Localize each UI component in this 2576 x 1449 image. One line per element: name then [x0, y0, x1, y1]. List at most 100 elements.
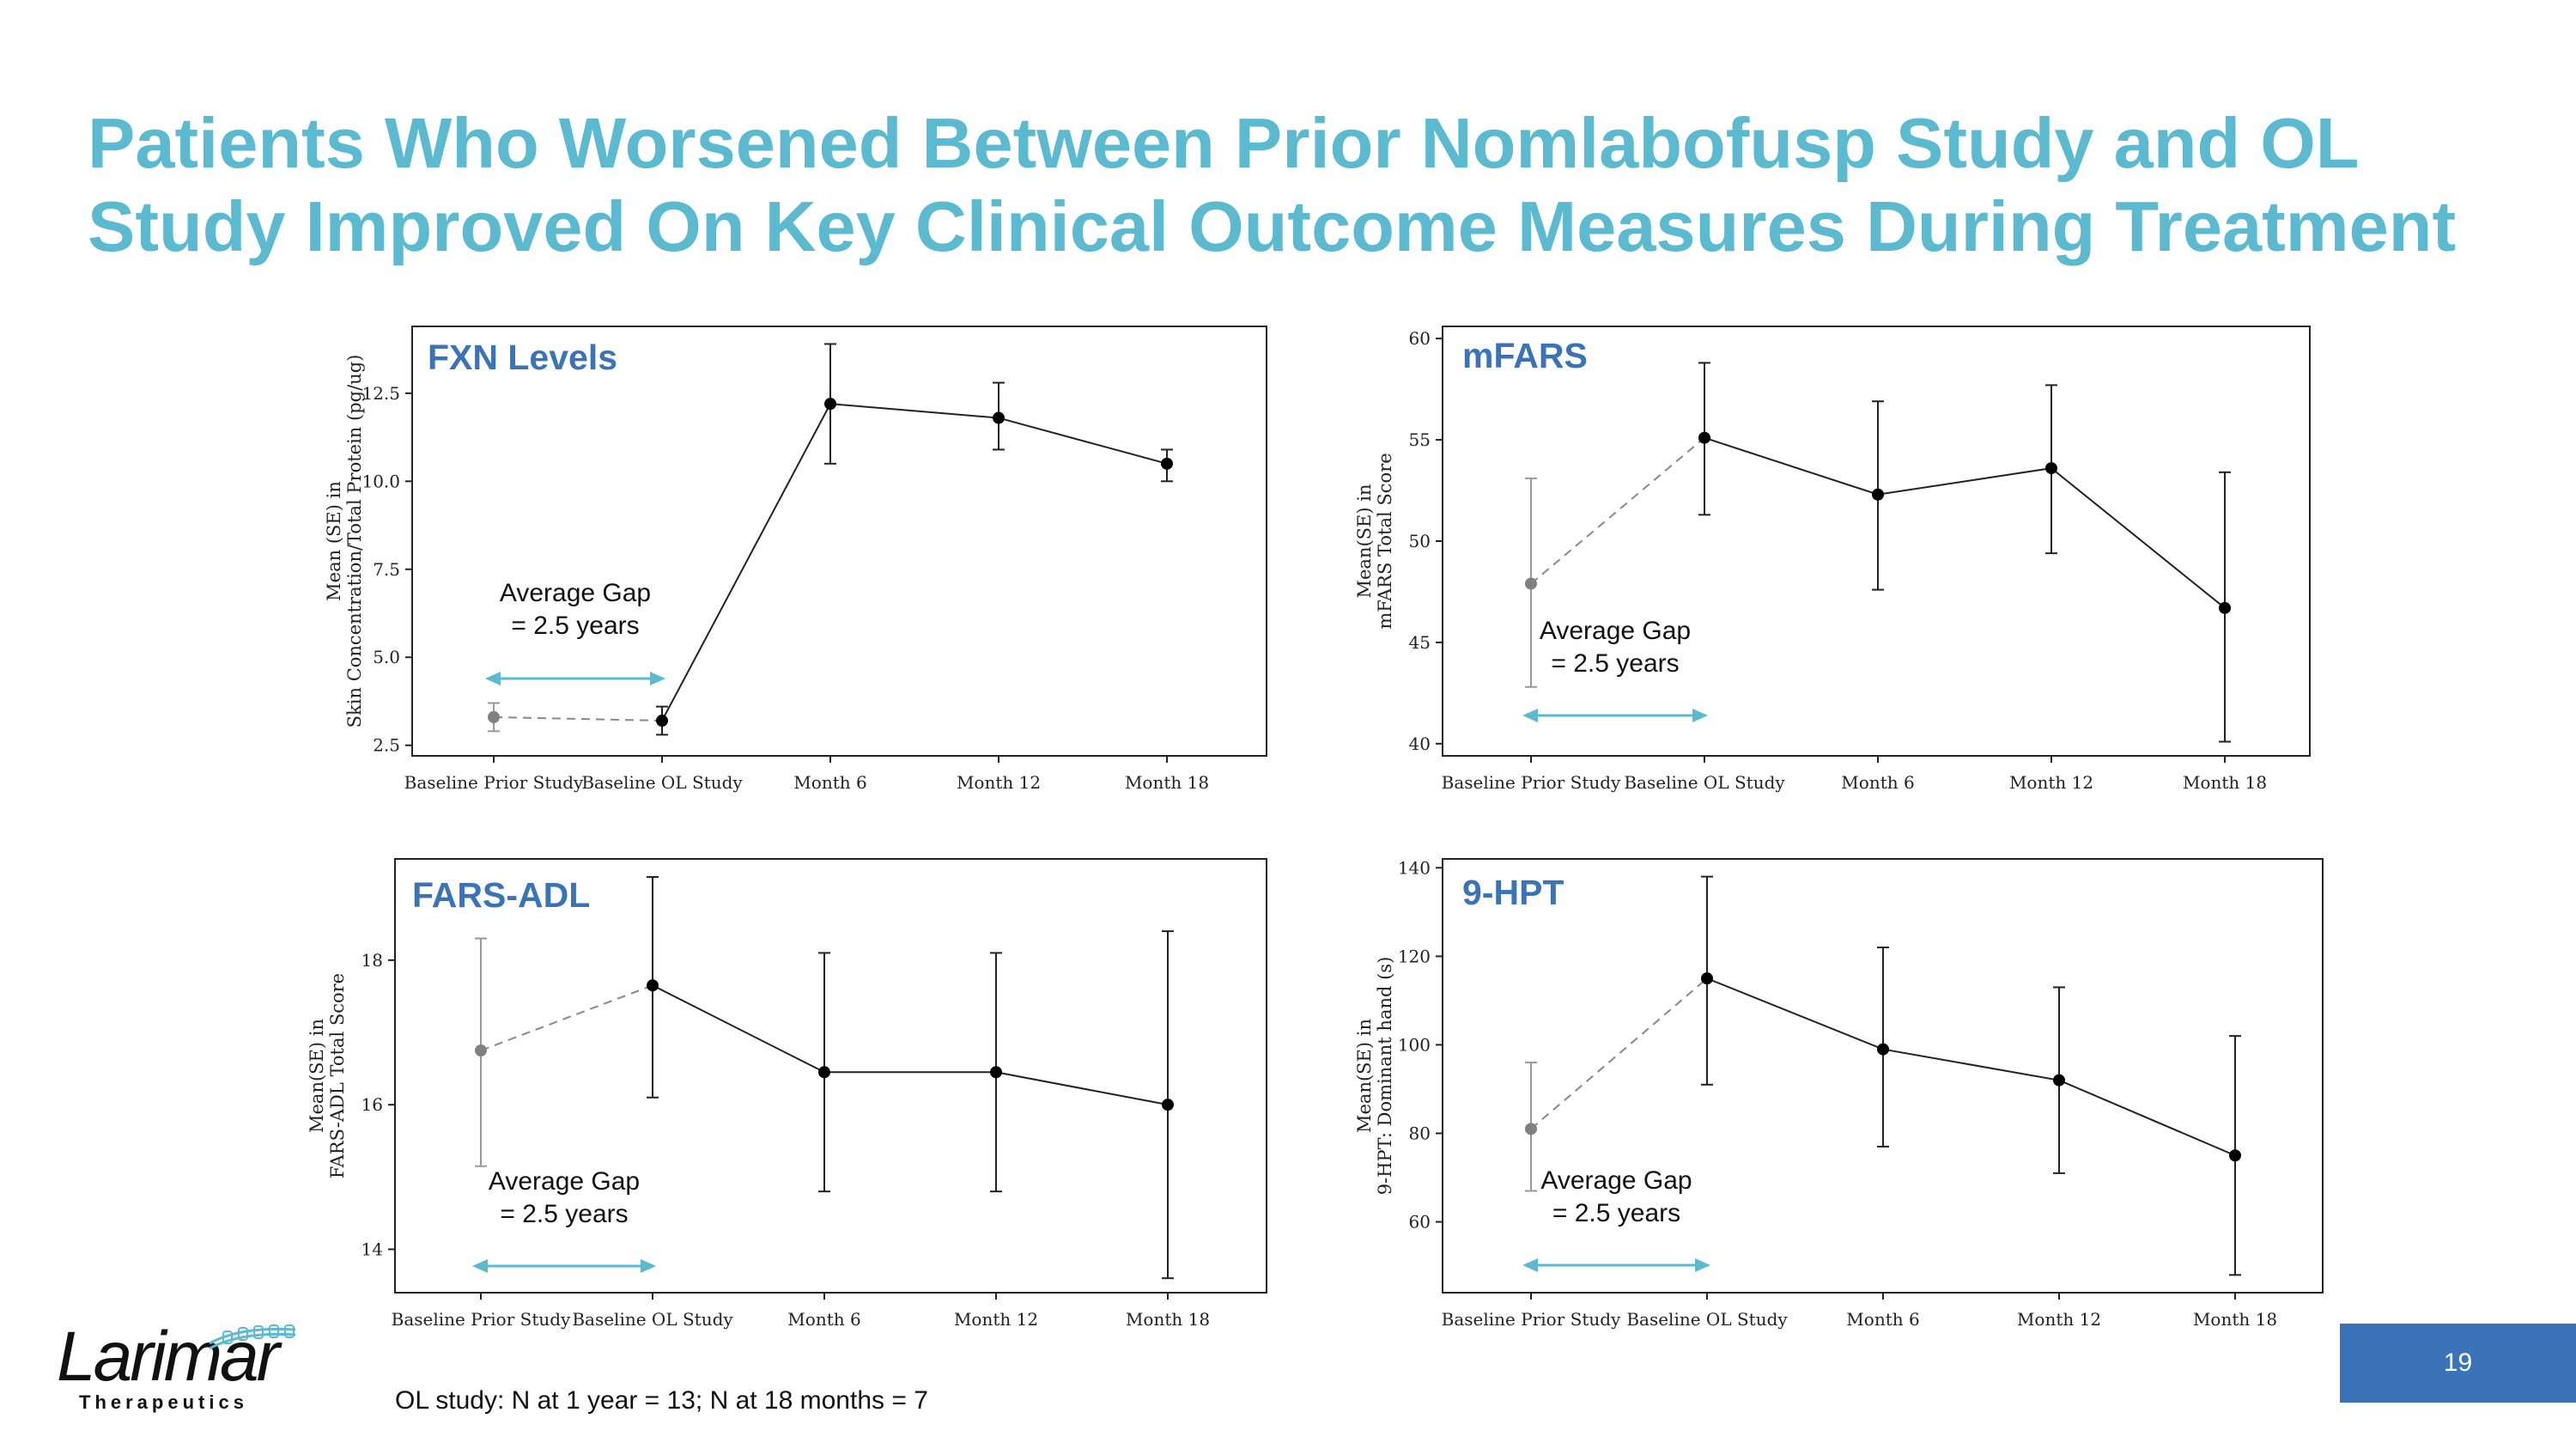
y-axis-label-line: Mean(SE) in: [307, 1019, 327, 1133]
gap-arrow-right-head-icon: [1692, 709, 1708, 722]
gap-arrow-left-head-icon: [485, 672, 501, 685]
gap-label-line1: Average Gap: [489, 1167, 640, 1196]
footnote: OL study: N at 1 year = 13; N at 18 mont…: [395, 1386, 928, 1415]
y-tick-label: 12.5: [361, 383, 400, 404]
x-tick-label: Baseline Prior Study: [1442, 1309, 1621, 1330]
gap-label-line1: Average Gap: [1540, 1166, 1692, 1195]
y-tick-label: 55: [1409, 429, 1431, 450]
x-tick-label: Baseline Prior Study: [404, 772, 584, 793]
panel-title: FARS-ADL: [412, 875, 590, 915]
data-point: [2229, 1149, 2241, 1162]
x-tick-label: Month 6: [1846, 1309, 1919, 1330]
fars-adl-chart: 14 16 18 Baseline Prior Study Baseline OL St…: [307, 858, 1267, 1330]
x-tick-label: Month 12: [954, 1309, 1038, 1330]
y-tick-label: 2.5: [373, 735, 400, 756]
y-tick-label: 7.5: [373, 559, 400, 580]
y-tick-label: 80: [1409, 1123, 1431, 1143]
y-tick-label: 60: [1409, 328, 1431, 349]
y-axis-label-line: Mean(SE) in: [1354, 1019, 1375, 1133]
plot-frame: [1442, 326, 2311, 757]
gap-label-line2: = 2.5 years: [511, 612, 639, 640]
y-tick-label: 18: [361, 950, 383, 971]
logo-chain-mark-icon: [209, 1324, 296, 1350]
gap-arrow-right-head-icon: [641, 1259, 656, 1273]
x-tick-label: Baseline OL Study: [581, 772, 743, 793]
y-axis-label-line: 9-HPT: Dominant hand (s): [1375, 957, 1395, 1196]
data-point: [475, 1044, 487, 1057]
x-tick-label: Month 12: [957, 772, 1041, 793]
prior-to-ol-dashed-line: [493, 715, 663, 722]
plot-frame: [394, 858, 1267, 1294]
page-number: 19: [2443, 1349, 2473, 1377]
gap-label-line1: Average Gap: [1540, 617, 1691, 645]
logo-subtitle: Therapeutics: [79, 1391, 248, 1413]
y-axis-label-line: Mean(SE) in: [1354, 484, 1375, 599]
y-tick-label: 10.0: [361, 471, 400, 491]
gap-arrow-left-head-icon: [1522, 709, 1538, 722]
ol-series-line: [1704, 436, 2226, 609]
x-tick-label: Month 12: [2017, 1309, 2101, 1330]
x-tick-label: Baseline Prior Study: [1442, 772, 1621, 793]
data-point: [488, 710, 500, 723]
y-tick-label: 140: [1398, 857, 1431, 878]
data-point: [1525, 1123, 1537, 1135]
fxn-levels-chart: 2.5 5.0 7.5 10.0 12.5 Baseline Prior StudyBas…: [324, 326, 1267, 793]
data-point: [656, 715, 668, 728]
y-axis-label-line: Skin Concentration/Total Protein (pg/ug): [344, 355, 365, 728]
slide-title-line2: Study Improved On Key Clinical Outcome M…: [88, 186, 2457, 266]
y-tick-label: 5.0: [373, 647, 400, 667]
x-tick-label: Baseline Prior Study: [392, 1309, 571, 1330]
panel-title: mFARS: [1462, 336, 1588, 375]
x-tick-label: Month 18: [2193, 1309, 2277, 1330]
x-tick-label: Month 18: [1125, 772, 1209, 793]
page-number-badge: 19: [2340, 1324, 2576, 1403]
y-axis-label: Mean (SE) inSkin Concentration/Total Pro…: [324, 355, 365, 728]
y-axis-label-line: FARS-ADL Total Score: [327, 973, 348, 1178]
ol-series-line: [661, 403, 1168, 721]
y-tick-label: 60: [1409, 1212, 1431, 1233]
data-point: [2053, 1074, 2065, 1087]
x-tick-label: Month 18: [2183, 772, 2267, 793]
ol-series-line: [1706, 977, 2236, 1157]
mfars-chart: 40 45 50 55 60 Baseline Prior Study Baseline O…: [1354, 326, 2311, 793]
x-tick-label: Month 18: [1126, 1309, 1210, 1330]
y-axis-label: Mean(SE) in9-HPT: Dominant hand (s): [1354, 957, 1395, 1196]
gap-arrow-left-head-icon: [1522, 1258, 1538, 1272]
data-point: [1877, 1043, 1889, 1056]
x-tick-label: Month 6: [1841, 772, 1914, 793]
gap-arrow-right-head-icon: [1695, 1258, 1710, 1272]
y-tick-label: 100: [1398, 1034, 1431, 1055]
x-tick-label: Baseline OL Study: [1626, 1309, 1788, 1330]
data-point: [1872, 488, 1884, 501]
ol-series-line: [652, 984, 1169, 1106]
data-point: [647, 979, 659, 992]
data-point: [1525, 577, 1537, 590]
data-point: [2219, 601, 2231, 614]
y-axis-label-line: mFARS Total Score: [1375, 453, 1395, 629]
data-point: [1698, 431, 1710, 444]
slide-title-line1: Patients Who Worsened Between Prior Noml…: [88, 103, 2360, 183]
prior-to-ol-dashed-line: [1530, 977, 1708, 1130]
gap-label-line2: = 2.5 years: [1552, 1199, 1680, 1227]
panel-title: FXN Levels: [428, 338, 617, 377]
data-point: [993, 411, 1005, 424]
data-point: [2045, 462, 2057, 475]
x-tick-label: Month 6: [793, 772, 866, 793]
logo-name: Larimar: [57, 1318, 280, 1396]
prior-to-ol-dashed-line: [480, 984, 653, 1051]
data-point: [818, 1066, 830, 1079]
data-point: [1161, 457, 1173, 470]
y-tick-label: 16: [361, 1094, 383, 1115]
larimar-logo: Larimar Therapeutics: [53, 1314, 311, 1417]
plot-frame: [411, 326, 1267, 757]
panel-title: 9-HPT: [1462, 873, 1564, 912]
gap-arrow-right-head-icon: [650, 672, 665, 685]
data-point: [824, 398, 836, 411]
y-tick-label: 120: [1398, 946, 1431, 966]
y-tick-label: 40: [1409, 734, 1431, 754]
x-tick-label: Baseline OL Study: [572, 1309, 733, 1330]
slide-title: Patients Who Worsened Between Prior Noml…: [88, 101, 2509, 268]
data-point: [1162, 1099, 1174, 1111]
gap-arrow-left-head-icon: [472, 1259, 488, 1273]
gap-label-line2: = 2.5 years: [500, 1200, 628, 1228]
